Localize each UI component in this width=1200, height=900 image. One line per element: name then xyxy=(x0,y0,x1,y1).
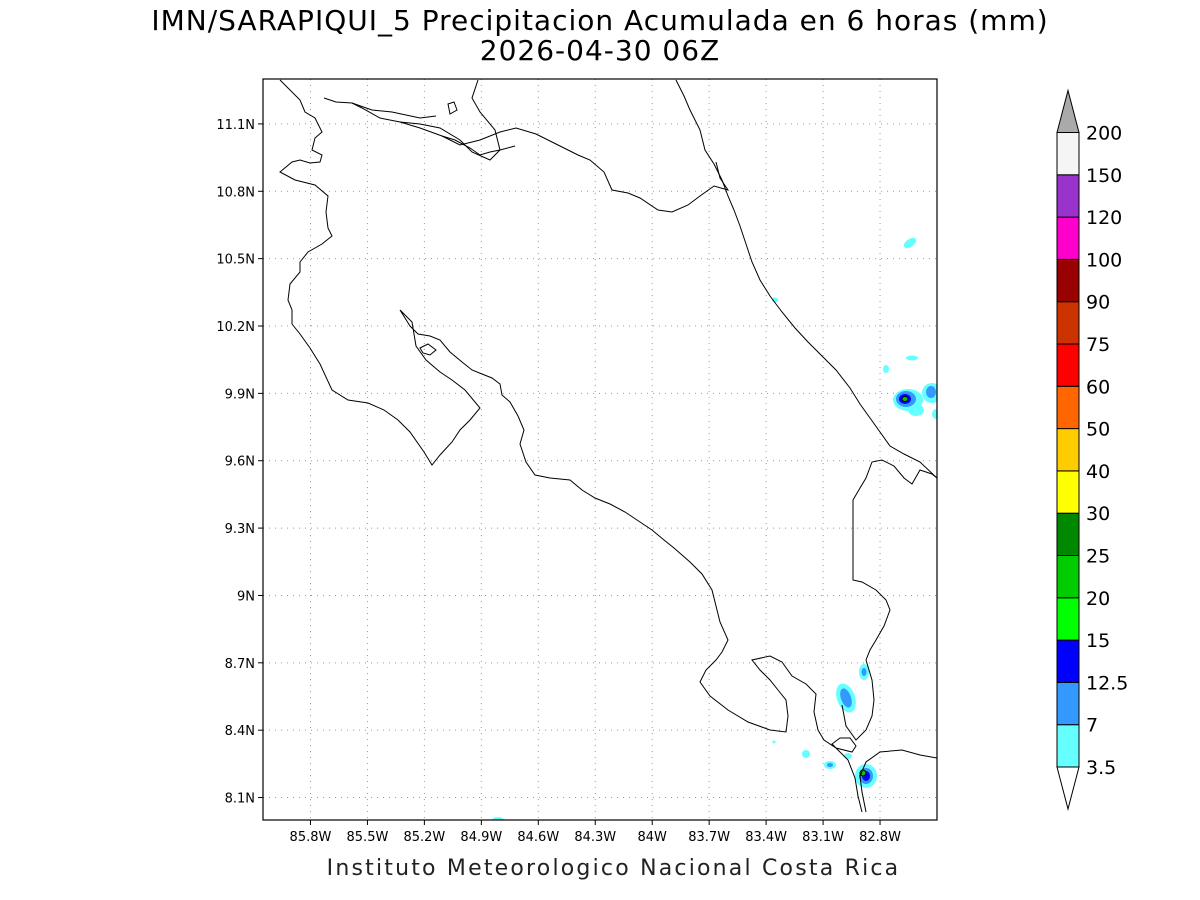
lon-tick-label: 85.5W xyxy=(347,830,389,845)
lat-tick-label: 9N xyxy=(237,589,255,604)
lat-tick-label: 8.4N xyxy=(225,724,255,739)
map-frame xyxy=(262,78,938,821)
colorbar-label: 200 xyxy=(1086,123,1122,145)
colorbar-label: 15 xyxy=(1086,630,1110,652)
colorbar-label: 25 xyxy=(1086,546,1110,568)
lon-tick-label: 84W xyxy=(638,830,668,845)
precip-cell-small xyxy=(883,365,889,373)
lon-tick-label: 85.8W xyxy=(290,830,332,845)
colorbar-segment xyxy=(1056,428,1080,472)
colorbar-label: 12.5 xyxy=(1086,672,1128,694)
lon-tick-label: 84.3W xyxy=(574,830,616,845)
colorbar-label: 120 xyxy=(1086,207,1122,229)
lon-tick-label: 83.1W xyxy=(802,830,844,845)
precip-cell-caribbean-limon xyxy=(893,383,937,419)
precip-cell-burica xyxy=(855,764,877,788)
latitude-axis: 11.1N 10.8N 10.5N 10.2N 9.9N 9.6N 9.3N 9N 8.7N 8.… xyxy=(216,118,263,807)
colorbar-upper-arrow xyxy=(1056,88,1080,133)
lat-tick-label: 10.2N xyxy=(216,320,255,335)
credit-footer: Instituto Meteorologico Nacional Costa R… xyxy=(326,856,901,881)
precip-cell-small xyxy=(903,237,917,249)
colorbar-segment xyxy=(1056,470,1080,514)
colorbar-lower-arrow xyxy=(1056,766,1080,811)
colorbar-segment xyxy=(1056,597,1080,641)
lat-tick-label: 8.1N xyxy=(225,792,255,807)
colorbar-label: 20 xyxy=(1086,588,1110,610)
precip-cell-small xyxy=(772,740,776,744)
precip-cell-small xyxy=(827,763,833,767)
lat-tick-label: 10.8N xyxy=(216,185,255,200)
precip-colorbar: 3.5 7 12.5 15 20 25 30 40 50 60 75 90 100 120 150 200 xyxy=(1056,88,1128,811)
colorbar-segment xyxy=(1056,639,1080,683)
longitude-axis: 85.8W 85.5W 85.2W 84.9W 84.6W 84.3W 84W 83.7W 83… xyxy=(290,820,901,845)
colorbar-label: 90 xyxy=(1086,292,1110,314)
map-gridlines xyxy=(263,79,937,820)
colorbar-label: 7 xyxy=(1086,715,1098,737)
colorbar-label: 3.5 xyxy=(1086,757,1116,779)
colorbar-segment xyxy=(1056,681,1080,726)
precip-cell-osa-south xyxy=(836,664,869,713)
lat-tick-label: 8.7N xyxy=(225,657,255,672)
precip-cell-small xyxy=(802,750,810,758)
lon-tick-label: 83.7W xyxy=(688,830,730,845)
colorbar-label: 50 xyxy=(1086,419,1110,441)
map-title: IMN/SARAPIQUI_5 Precipitacion Acumulada … xyxy=(151,4,1049,37)
colorbar-segment xyxy=(1056,258,1080,303)
precip-cell-small xyxy=(906,355,918,361)
colorbar-label: 150 xyxy=(1086,165,1122,187)
colorbar-segment xyxy=(1056,555,1080,599)
lon-tick-label: 82.8W xyxy=(859,830,901,845)
colorbar-segment xyxy=(1056,385,1080,430)
map-subtitle-date: 2026-04-30 06Z xyxy=(479,34,721,67)
colorbar-segment xyxy=(1056,132,1080,176)
colorbar-label: 40 xyxy=(1086,461,1110,483)
lat-tick-label: 9.6N xyxy=(225,455,255,470)
colorbar-segment xyxy=(1056,724,1080,768)
lon-tick-label: 85.2W xyxy=(403,830,445,845)
lat-tick-label: 10.5N xyxy=(216,253,255,268)
precip-layer xyxy=(492,237,937,820)
colorbar-segment xyxy=(1056,216,1080,260)
colorbar-label: 100 xyxy=(1086,249,1122,271)
colorbar-segment xyxy=(1056,343,1080,387)
coastlines xyxy=(279,79,937,813)
lat-tick-label: 11.1N xyxy=(216,118,255,133)
colorbar-segment xyxy=(1056,301,1080,345)
colorbar-segment xyxy=(1056,512,1080,557)
lat-tick-label: 9.3N xyxy=(225,522,255,537)
lon-tick-label: 83.4W xyxy=(745,830,787,845)
lon-tick-label: 84.9W xyxy=(460,830,502,845)
lon-tick-label: 84.6W xyxy=(517,830,559,845)
colorbar-segment xyxy=(1056,174,1080,218)
precip-cell-small xyxy=(844,753,852,759)
colorbar-label: 30 xyxy=(1086,503,1110,525)
colorbar-label: 75 xyxy=(1086,334,1110,356)
colorbar-label: 60 xyxy=(1086,376,1110,398)
lat-tick-label: 9.9N xyxy=(225,387,255,402)
precip-cell-small xyxy=(492,817,504,820)
